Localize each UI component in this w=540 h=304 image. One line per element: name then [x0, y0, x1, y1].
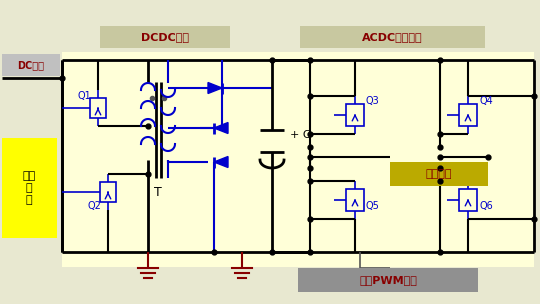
Text: 全桥PWM控制: 全桥PWM控制: [359, 275, 417, 285]
Polygon shape: [214, 123, 228, 133]
Bar: [459, 189, 477, 211]
Text: DCDC升压: DCDC升压: [141, 32, 189, 42]
Text: Q3: Q3: [366, 96, 380, 106]
Bar: [100, 26, 230, 48]
Text: 推挪
控
制: 推挪 控 制: [22, 171, 36, 205]
Bar: [346, 104, 364, 126]
Polygon shape: [214, 157, 228, 168]
Text: Q6: Q6: [479, 201, 493, 211]
Bar: [2, 54, 60, 76]
Text: DC输入: DC输入: [17, 60, 44, 70]
Text: Q1: Q1: [77, 91, 91, 101]
Text: 交流输出: 交流输出: [426, 169, 453, 179]
Bar: [62, 52, 534, 267]
Text: T: T: [154, 185, 162, 199]
Bar: [298, 268, 478, 292]
Bar: [346, 189, 364, 211]
Text: + C: + C: [290, 130, 310, 140]
Bar: [390, 162, 488, 186]
Text: Q5: Q5: [366, 201, 380, 211]
Bar: [2, 138, 57, 238]
Text: Q4: Q4: [479, 96, 493, 106]
Bar: [300, 26, 485, 48]
Bar: [100, 182, 116, 202]
Text: Q2: Q2: [87, 201, 101, 211]
Polygon shape: [208, 82, 222, 94]
Bar: [459, 104, 477, 126]
Text: ACDC全桥逆变: ACDC全桥逆变: [362, 32, 422, 42]
Bar: [90, 98, 106, 118]
